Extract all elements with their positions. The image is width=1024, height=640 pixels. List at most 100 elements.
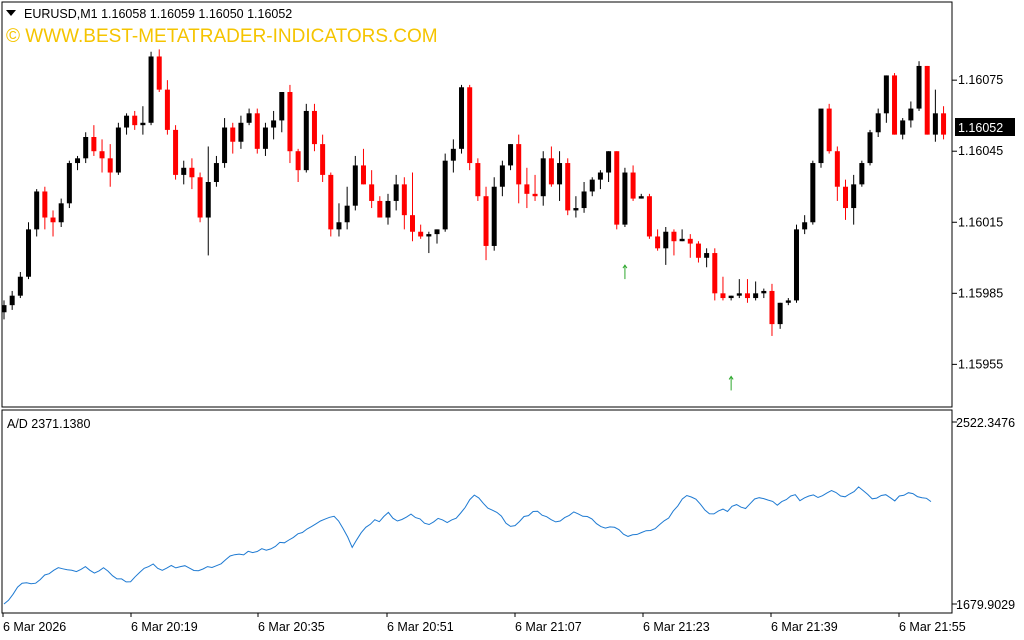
candle-body [1,305,7,313]
candle-body [385,200,391,218]
candle [900,118,906,140]
price-axis: 1.16075 1.16045 1.16015 1.15985 1.15955 1.16… [952,73,1015,371]
candle-body [728,295,734,299]
candle-body [843,186,849,209]
candle [663,227,669,265]
candle [687,234,693,258]
candle [410,172,415,242]
candle [932,89,938,142]
candle-body [508,144,514,166]
candle-body [467,87,473,164]
candle-body [42,191,48,218]
time-tick-label: 6 Mar 20:19 [131,620,198,634]
candle [311,103,317,152]
candle [91,125,97,156]
candle-body [614,151,620,225]
candle [205,146,211,256]
candle [883,75,889,123]
candle [295,148,301,182]
candle [671,229,677,256]
candle [475,158,481,201]
candle-body [810,163,816,223]
candle-body [630,172,636,199]
candle [107,144,113,187]
candle-body [156,56,162,90]
candle [1,300,7,320]
candle-body [475,163,481,197]
candle [115,122,121,175]
candle [524,167,530,209]
candle [720,276,726,301]
candle [148,51,154,126]
candle [238,115,244,149]
candle-body [524,184,530,194]
indicator-panel[interactable]: A/D 2371.1380 2522.3476 1679.9029 [1,409,1015,614]
candle-body [581,191,587,209]
candle-body [646,196,652,237]
candle [385,193,391,225]
candle-body [450,148,456,161]
candle-body [434,229,440,235]
candle [712,248,718,301]
candle-body [344,205,350,223]
candle-body [377,200,383,218]
candles-group [1,49,947,391]
candle-body [26,229,32,277]
candle-body [34,191,40,230]
candle [614,151,620,230]
candle-body [246,113,252,123]
candle-body [426,234,432,237]
candle [17,272,23,299]
candle-body [557,163,563,185]
candle-body [606,151,612,173]
candle [450,139,456,173]
candle-body [83,137,89,159]
candle-body [622,172,628,225]
candle-body [655,236,661,249]
candle [426,231,432,254]
candle-body [107,158,113,173]
time-tick-label: 6 Mar 2026 [3,620,66,634]
candle-body [736,293,742,296]
current-price-box [955,118,1015,136]
candle-body [91,137,97,152]
candle-body [712,253,718,294]
candle [99,139,105,173]
candle [124,113,130,135]
price-tick-label: 1.15955 [958,357,1003,371]
candle-body [279,92,285,121]
candle [442,153,448,232]
candle [606,151,612,182]
candle [573,196,579,218]
watermark-text: © WWW.BEST-METATRADER-INDICATORS.COM [6,26,438,47]
candle-body [777,302,783,325]
candle-body [687,238,693,244]
candle [401,177,407,230]
candle [548,146,554,187]
candle-body [352,165,358,206]
collapse-triangle-icon[interactable] [6,10,16,16]
candle [58,198,64,227]
candle [491,177,497,251]
candle [336,203,342,237]
candle [540,151,546,206]
candle-body [932,113,938,135]
candle [679,229,685,242]
candle-body [401,184,407,216]
price-panel[interactable]: EURUSD,M1 1.16058 1.16059 1.16050 1.1605… [1,1,953,408]
time-tick-label: 6 Mar 20:35 [258,620,325,634]
candle [164,80,170,135]
candle [9,290,15,310]
candle-body [410,215,415,232]
candle [843,179,849,220]
candle [867,129,873,166]
candle-body [769,290,775,325]
candle [761,288,767,299]
candle [655,229,661,251]
candle-body [336,222,342,230]
candle-body [99,151,105,159]
candle [516,134,522,204]
time-tick-label: 6 Mar 21:07 [515,620,582,634]
candle-body [262,127,268,149]
